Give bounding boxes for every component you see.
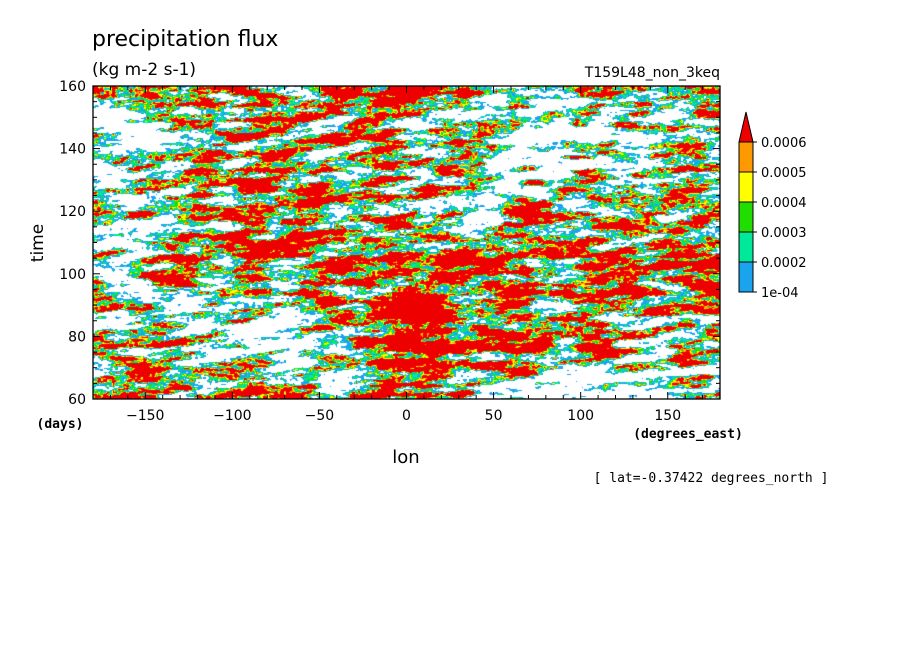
run-label: T159L48_non_3keq	[584, 65, 720, 81]
colorbar-segment	[738, 171, 754, 203]
colorbar-label: 0.0003	[761, 226, 807, 241]
x-axis-units: (degrees_east)	[633, 427, 743, 442]
latitude-footer: [ lat=-0.37422 degrees_north ]	[594, 471, 829, 486]
x-tick-label: 100	[567, 408, 594, 424]
y-tick-label: 160	[59, 79, 86, 95]
colorbar-extend-arrow	[738, 111, 754, 143]
colorbar: 1e-04 0.0002 0.0003 0.0004 0.0005 0.0006	[738, 111, 807, 301]
colorbar-segment	[738, 231, 754, 263]
y-axis-units: (days)	[37, 417, 84, 432]
y-axis: 60 80 100 120 140 160	[59, 79, 720, 408]
y-tick-label: 100	[59, 267, 86, 283]
x-tick-label: −150	[126, 408, 164, 424]
precip-field-image	[93, 86, 720, 399]
chart-units: (kg m-2 s-1)	[92, 60, 196, 80]
colorbar-segment	[738, 141, 754, 173]
colorbar-label: 1e-04	[761, 286, 799, 301]
colorbar-label: 0.0002	[761, 256, 807, 271]
x-tick-label: 0	[402, 408, 411, 424]
plot-area	[92, 85, 721, 400]
y-tick-label: 120	[59, 204, 86, 220]
colorbar-segment	[738, 261, 754, 293]
x-tick-label: −50	[305, 408, 335, 424]
colorbar-segment	[738, 201, 754, 233]
x-tick-label: 50	[485, 408, 503, 424]
y-tick-label: 140	[59, 142, 86, 158]
colorbar-label: 0.0005	[761, 166, 807, 181]
x-tick-label: 150	[654, 408, 681, 424]
chart-title: precipitation flux	[92, 27, 278, 52]
y-tick-label: 60	[68, 392, 86, 408]
x-axis: −150 −100 −50 0 50 100 150	[92, 86, 721, 424]
y-axis-label: time	[28, 224, 48, 262]
x-tick-label: −100	[213, 408, 251, 424]
precip-field	[93, 86, 720, 399]
y-tick-label: 80	[68, 329, 86, 345]
colorbar-label: 0.0006	[761, 136, 807, 151]
x-axis-label: lon	[392, 447, 419, 468]
colorbar-label: 0.0004	[761, 196, 807, 211]
